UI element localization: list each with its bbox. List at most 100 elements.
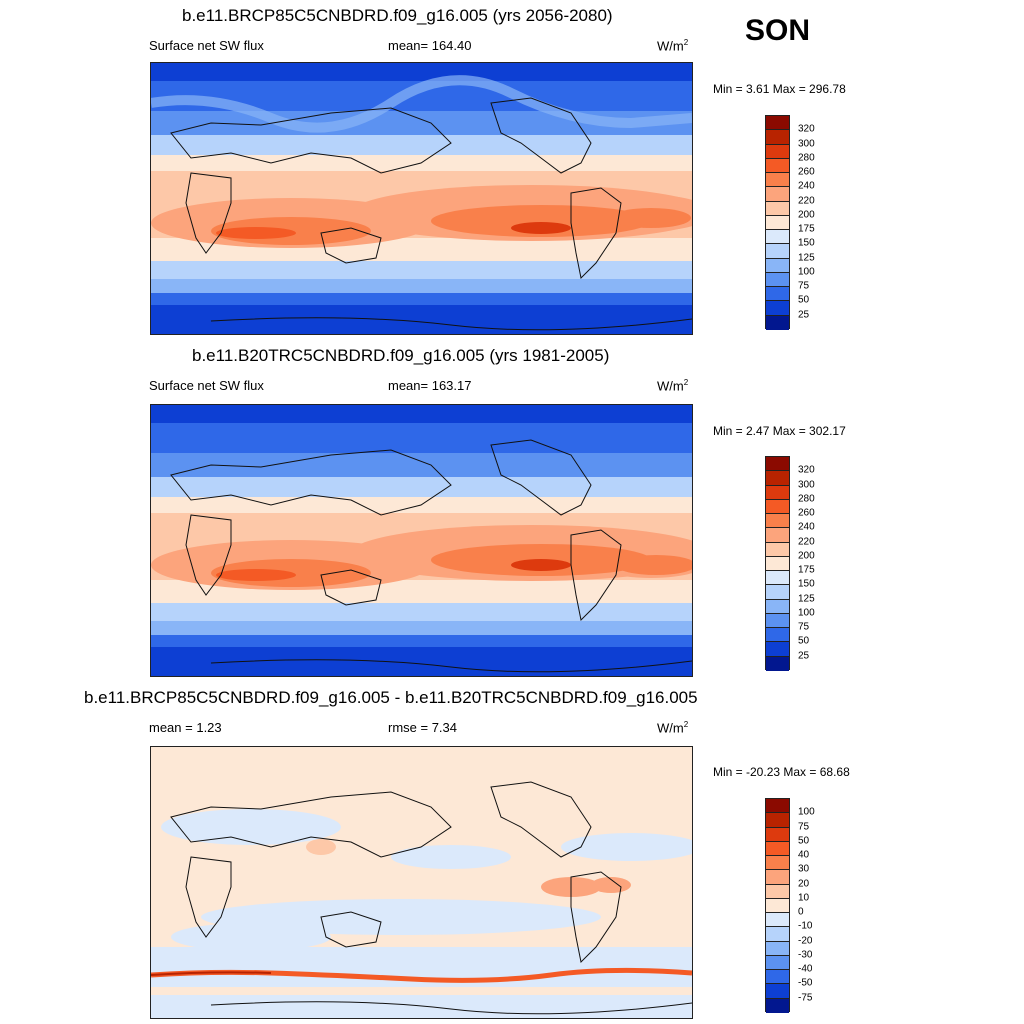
panel2-colorbar-swatch (766, 542, 789, 557)
panel2-colorbar-swatch (766, 485, 789, 500)
panel3-colorbar (765, 798, 790, 1013)
panel3-minmax: Min = -20.23 Max = 68.68 (713, 765, 850, 779)
panel1-colorbar-swatch (766, 287, 789, 302)
panel2-map-svg (151, 405, 692, 676)
panel3-colorbar-swatch (766, 870, 789, 885)
panel3-title: b.e11.BRCP85C5CNBDRD.f09_g16.005 - b.e11… (84, 688, 698, 707)
panel3-colorbar-label: -10 (798, 920, 813, 932)
panel3-colorbar-label: 75 (798, 821, 810, 833)
panel3-map (150, 746, 693, 1019)
panel2-title: b.e11.B20TRC5CNBDRD.f09_g16.005 (yrs 198… (192, 346, 610, 365)
panel2-colorbar-label: 50 (798, 635, 810, 647)
panel1-minmax: Min = 3.61 Max = 296.78 (713, 82, 846, 96)
panel1-units: W/m2 (657, 38, 689, 54)
panel1-colorbar-swatch (766, 301, 789, 316)
panel1-colorbar-label: 75 (798, 280, 810, 292)
panel1-colorbar-swatch (766, 116, 789, 131)
panel3-colorbar-swatch (766, 955, 789, 971)
panel3-colorbar-swatch (766, 970, 789, 985)
panel3-colorbar-label: 30 (798, 863, 810, 875)
panel1-colorbar-label: 240 (798, 180, 815, 192)
panel2-colorbar-label: 200 (798, 550, 815, 562)
panel3-colorbar-swatch (766, 898, 789, 914)
panel2-colorbar-label: 260 (798, 507, 815, 519)
panel1-colorbar (765, 115, 790, 330)
panel1-colorbar-swatch (766, 215, 789, 231)
panel3-colorbar-label: 20 (798, 878, 810, 890)
panel1-colorbar-swatch (766, 201, 789, 216)
panel3-colorbar-swatch (766, 813, 789, 828)
panel3-colorbar-swatch (766, 913, 789, 928)
panel2-colorbar-label: 280 (798, 493, 815, 505)
panel1-colorbar-label: 220 (798, 195, 815, 207)
panel1-colorbar-swatch (766, 258, 789, 273)
panel2-colorbar-label: 100 (798, 607, 815, 619)
panel3-map-svg (151, 747, 692, 1018)
panel1-colorbar-label: 150 (798, 237, 815, 249)
panel2-colorbar-label: 75 (798, 621, 810, 633)
panel2-colorbar-label: 300 (798, 479, 815, 491)
panel2-units: W/m2 (657, 378, 689, 394)
panel1-colorbar-swatch (766, 244, 789, 259)
panel1-colorbar-label: 50 (798, 294, 810, 306)
panel2-colorbar-swatch (766, 528, 789, 543)
panel2-colorbar-swatch (766, 457, 789, 472)
panel2-colorbar-swatch (766, 656, 789, 671)
panel3-colorbar-swatch (766, 884, 789, 899)
panel3-colorbar-swatch (766, 998, 789, 1013)
panel2-colorbar-swatch (766, 599, 789, 614)
panel1-colorbar-label: 320 (798, 123, 815, 135)
panel2-colorbar-label: 150 (798, 578, 815, 590)
panel1-colorbar-swatch (766, 130, 789, 145)
panel2-colorbar-label: 240 (798, 521, 815, 533)
panel3-colorbar-swatch (766, 827, 789, 842)
panel1-colorbar-label: 260 (798, 166, 815, 178)
panel2-colorbar-swatch (766, 556, 789, 572)
panel1-map (150, 62, 693, 335)
panel1-colorbar-label: 300 (798, 138, 815, 150)
panel1-colorbar-swatch (766, 158, 789, 174)
panel2-colorbar-swatch (766, 642, 789, 657)
panel3-colorbar-label: -75 (798, 992, 813, 1004)
panel3-colorbar-swatch (766, 841, 789, 857)
panel2-colorbar-swatch (766, 571, 789, 586)
panel2-map (150, 404, 693, 677)
panel1-colorbar-swatch (766, 187, 789, 202)
panel3-units: W/m2 (657, 720, 689, 736)
panel2-colorbar (765, 456, 790, 671)
panel1-colorbar-label: 175 (798, 223, 815, 235)
panel2-mean-label: mean= 163.17 (388, 378, 472, 393)
panel2-colorbar-label: 125 (798, 593, 815, 605)
panel1-colorbar-swatch (766, 173, 789, 188)
panel1-colorbar-swatch (766, 144, 789, 159)
panel2-colorbar-swatch (766, 499, 789, 515)
panel1-colorbar-label: 200 (798, 209, 815, 221)
panel3-colorbar-swatch (766, 856, 789, 871)
panel1-colorbar-label: 25 (798, 309, 810, 321)
season-label: SON (745, 14, 811, 47)
panel1-colorbar-label: 125 (798, 252, 815, 264)
panel2-minmax: Min = 2.47 Max = 302.17 (713, 424, 846, 438)
panel3-colorbar-label: -50 (798, 977, 813, 989)
panel1-variable-label: Surface net SW flux (149, 38, 264, 53)
panel1-colorbar-label: 280 (798, 152, 815, 164)
panel3-colorbar-label: -40 (798, 963, 813, 975)
panel1-title: b.e11.BRCP85C5CNBDRD.f09_g16.005 (yrs 20… (182, 6, 613, 25)
panel2-colorbar-label: 175 (798, 564, 815, 576)
panel2-colorbar-swatch (766, 613, 789, 629)
panel3-colorbar-label: 50 (798, 835, 810, 847)
panel3-colorbar-swatch (766, 984, 789, 999)
panel2-colorbar-swatch (766, 471, 789, 486)
panel3-rmse-label: rmse = 7.34 (388, 720, 458, 735)
panel2-colorbar-swatch (766, 514, 789, 529)
panel3-colorbar-swatch (766, 941, 789, 956)
panel3-colorbar-label: -30 (798, 949, 813, 961)
panel3-mean-label: mean = 1.23 (149, 720, 222, 735)
panel3-colorbar-label: 10 (798, 892, 810, 904)
panel1-map-svg (151, 63, 692, 334)
panel3-colorbar-label: 40 (798, 849, 810, 861)
panel1-mean-label: mean= 164.40 (388, 38, 472, 53)
panel3-colorbar-label: -20 (798, 935, 813, 947)
panel2-colorbar-label: 220 (798, 536, 815, 548)
panel2-colorbar-label: 25 (798, 650, 810, 662)
